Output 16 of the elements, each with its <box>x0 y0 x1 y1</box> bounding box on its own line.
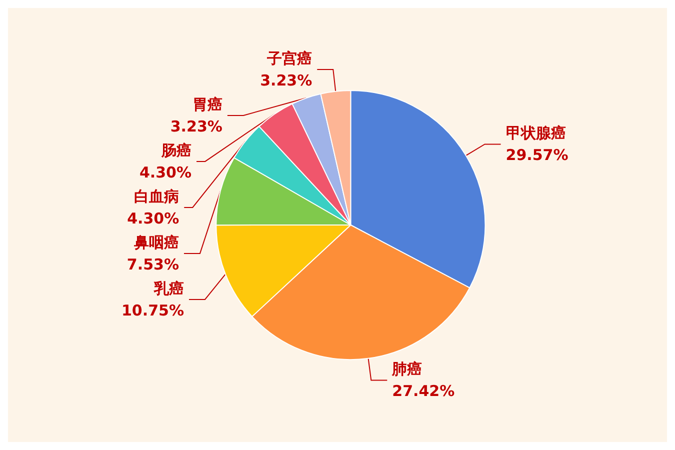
slice-label: 乳癌 <box>152 279 184 298</box>
data-label: 7.53% <box>126 255 179 274</box>
data-label: 4.30% <box>127 209 180 228</box>
data-label: 3.23% <box>170 117 222 136</box>
slice-label: 肠癌 <box>160 141 192 160</box>
data-label: 3.23% <box>260 71 312 90</box>
data-label: 27.42% <box>392 382 455 400</box>
slice-label: 胃癌 <box>192 95 222 114</box>
data-label: 4.30% <box>139 163 192 182</box>
slice-label: 子宫癌 <box>266 49 312 68</box>
slice-label: 肺癌 <box>391 360 422 378</box>
data-label: 10.75% <box>122 301 184 320</box>
data-label: 29.57% <box>506 146 568 164</box>
slice-label: 鼻咽癌 <box>132 233 179 252</box>
slice-label: 甲状腺癌 <box>506 124 566 142</box>
slice-label: 白血病 <box>134 187 180 206</box>
